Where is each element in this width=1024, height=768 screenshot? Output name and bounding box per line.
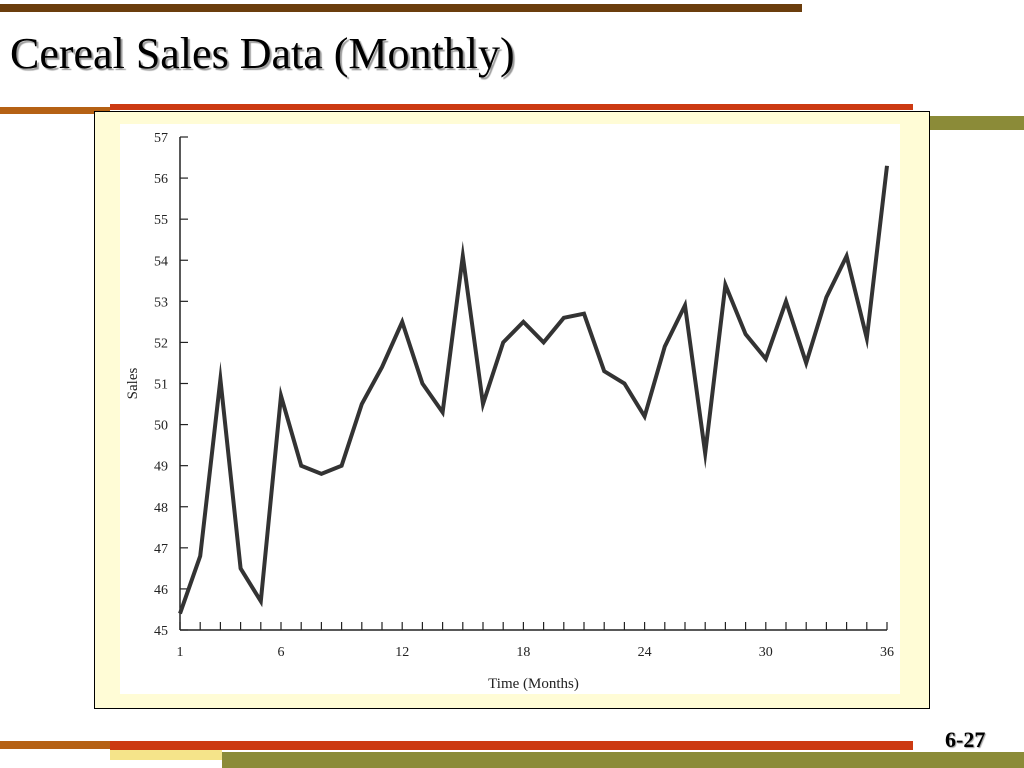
series-lines [178,165,889,615]
top-decorative-stripe [0,4,802,12]
y-tick-label: 50 [154,419,168,434]
y-tick-label: 57 [154,131,168,146]
footer-stripe-brown [0,741,110,749]
chart-area: 45 46 47 48 49 50 51 52 53 54 55 56 57 1 6 12 18 24 30 36 T… [120,124,900,694]
x-tick-label: 18 [516,645,530,660]
sales-series-line [178,165,889,615]
y-tick-label: 48 [154,501,168,516]
footer-stripe-yellow [110,750,222,760]
x-axis-title: Time (Months) [488,676,579,692]
chart-frame: 45 46 47 48 49 50 51 52 53 54 55 56 57 1 6 12 18 24 30 36 T… [94,111,930,709]
slide-title: Cereal Sales Data (Monthly) [10,29,515,78]
y-tick-label: 56 [154,172,168,187]
slide-number: 6-27 [945,727,986,752]
y-axis-title: Sales [125,368,141,400]
line-chart: 45 46 47 48 49 50 51 52 53 54 55 56 57 1 6 12 18 24 30 36 T… [125,131,894,692]
x-tick-label: 6 [278,645,285,660]
axis-ticks [179,136,888,631]
axes [179,137,887,631]
y-tick-label: 46 [154,583,168,598]
footer-stripe-olive [222,752,1024,768]
y-tick-label: 55 [154,213,168,228]
y-tick-label: 52 [154,336,168,351]
x-tick-label: 30 [759,645,773,660]
y-tick-label: 45 [154,624,168,639]
x-tick-label: 1 [177,645,184,660]
y-tick-label: 51 [154,378,168,393]
tick-labels: 45 46 47 48 49 50 51 52 53 54 55 56 57 1 6 12 18 24 30 36 [154,131,894,660]
divider-stripe-brown [0,107,110,114]
y-tick-label: 49 [154,460,168,475]
y-tick-label: 53 [154,295,168,310]
x-tick-label: 24 [638,645,652,660]
y-tick-label: 47 [154,542,168,557]
divider-stripe-red [110,104,913,110]
footer-stripe-red [110,741,913,750]
x-tick-label: 12 [395,645,409,660]
y-tick-label: 54 [154,254,168,269]
divider-stripe-olive [913,116,1024,130]
x-tick-label: 36 [880,645,894,660]
